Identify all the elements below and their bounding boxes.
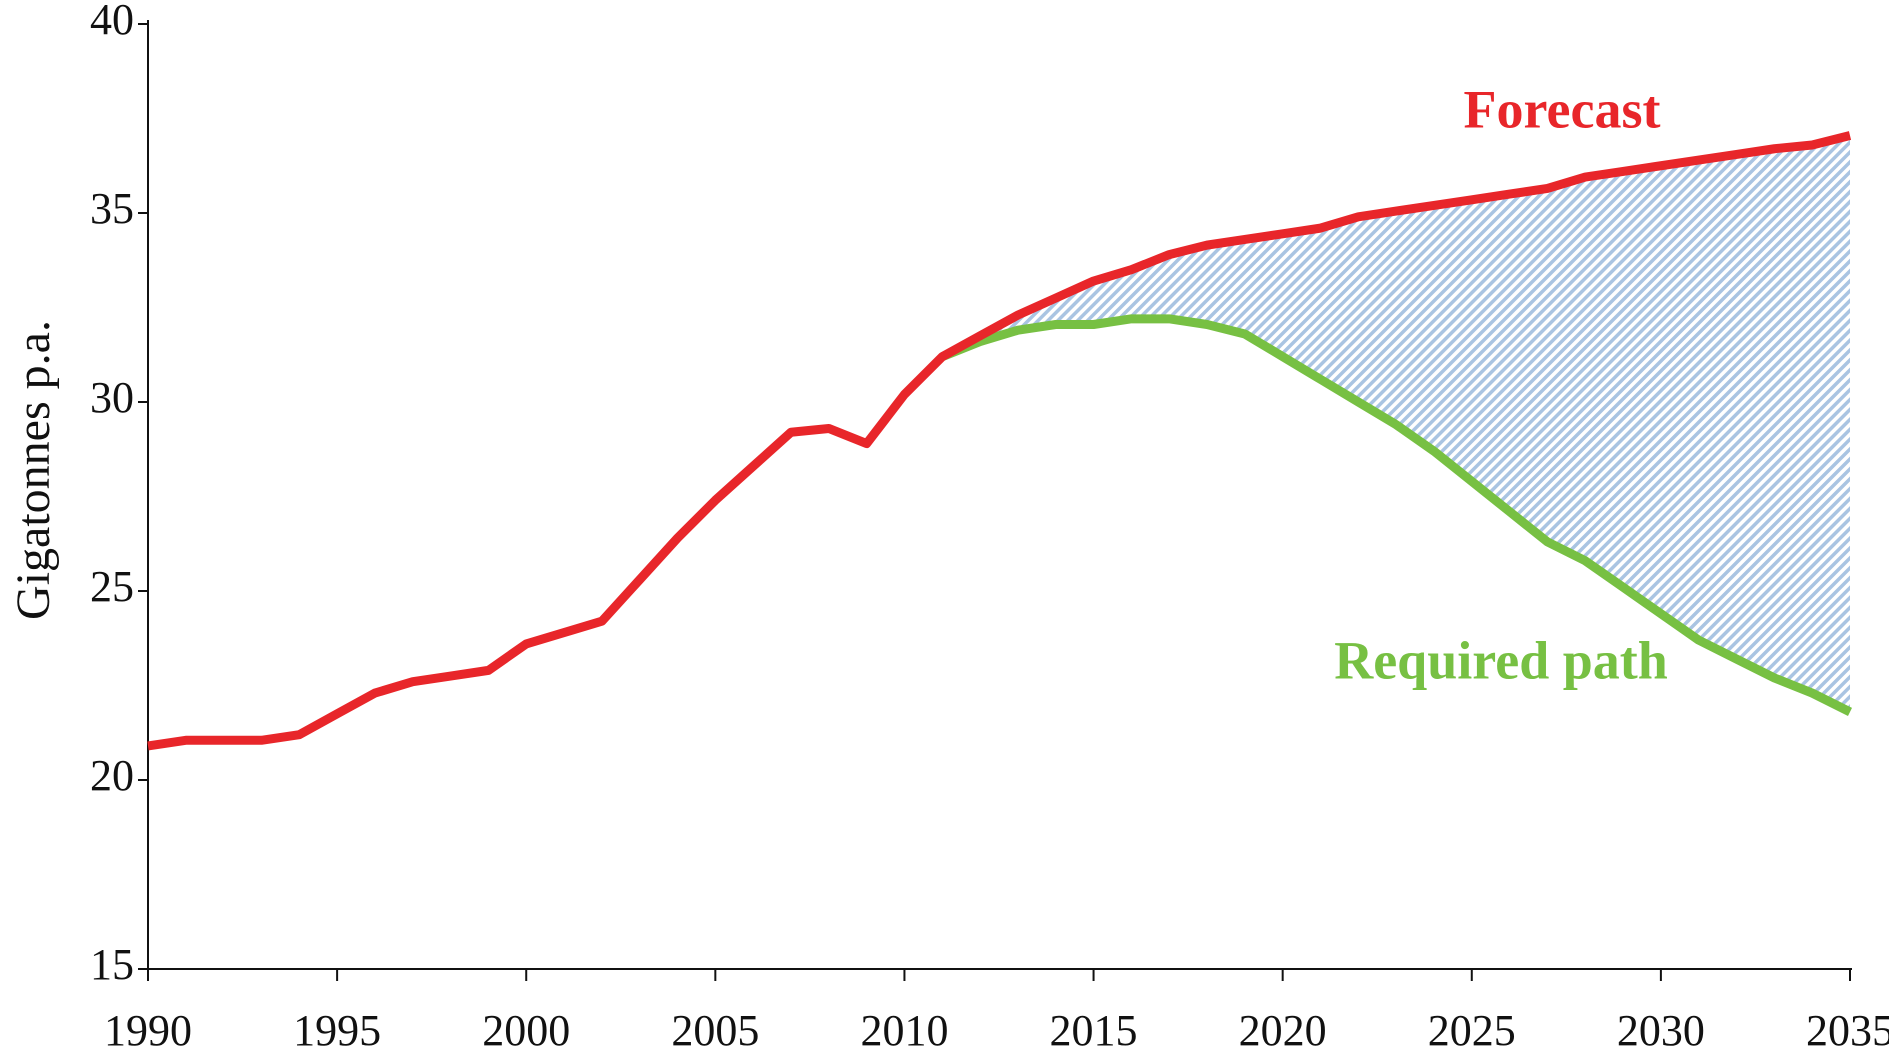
y-tick-label: 15 <box>90 940 134 989</box>
y-tick-label: 20 <box>90 751 134 800</box>
series-label: Forecast <box>1464 79 1661 139</box>
x-tick-label: 2035 <box>1806 1006 1889 1055</box>
series-line <box>147 131 1852 751</box>
y-tick-label: 35 <box>90 184 134 233</box>
x-tick-label: 2000 <box>482 1006 570 1055</box>
series-line <box>940 314 1853 716</box>
x-tick-label: 2015 <box>1050 1006 1138 1055</box>
x-tick-label: 2020 <box>1239 1006 1327 1055</box>
y-tick-label: 40 <box>90 0 134 44</box>
x-tick-label: 2005 <box>671 1006 759 1055</box>
series-label: Required path <box>1334 630 1668 690</box>
x-tick-label: 2010 <box>860 1006 948 1055</box>
x-tick-label: 2025 <box>1428 1006 1516 1055</box>
x-tick-label: 1995 <box>293 1006 381 1055</box>
y-tick-label: 25 <box>90 562 134 611</box>
x-tick-label: 1990 <box>104 1006 192 1055</box>
y-tick-label: 30 <box>90 373 134 422</box>
y-axis-label: Gigatonnes p.a. <box>7 320 60 620</box>
x-tick-label: 2030 <box>1617 1006 1705 1055</box>
